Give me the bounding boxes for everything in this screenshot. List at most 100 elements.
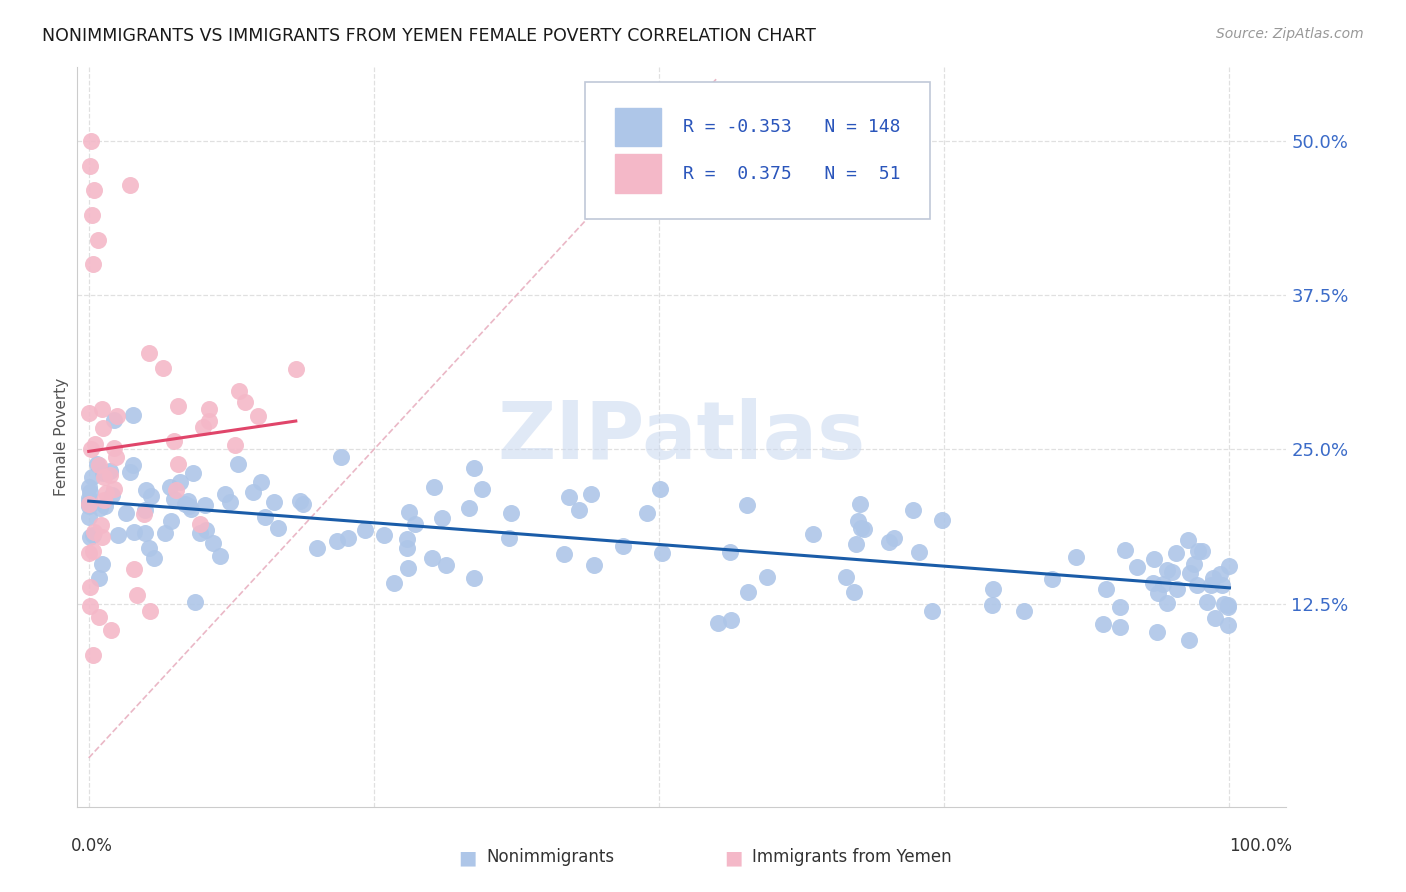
Point [980, 598, 1002, 612]
Point [77, 497, 100, 511]
Point [1204, 611, 1226, 625]
Point [77, 480, 100, 494]
Point [1142, 575, 1164, 590]
Point [1156, 564, 1178, 578]
Point [82, 208, 104, 222]
Point [1109, 600, 1132, 615]
Point [404, 517, 426, 532]
Point [263, 495, 285, 509]
Point [1095, 582, 1118, 597]
Point [1166, 582, 1188, 596]
Point [87, 233, 110, 247]
Point [266, 521, 288, 535]
Point [91, 421, 114, 435]
FancyBboxPatch shape [616, 108, 661, 146]
Point [80, 134, 103, 148]
Point [1218, 558, 1240, 573]
Point [648, 483, 671, 497]
Point [463, 571, 485, 585]
Point [83, 183, 105, 197]
Point [195, 523, 218, 537]
Point [80, 442, 103, 456]
Point [135, 483, 157, 497]
Point [1211, 578, 1233, 592]
Point [91, 466, 114, 480]
Point [396, 532, 419, 546]
Point [228, 384, 250, 399]
Point [305, 541, 328, 555]
Point [91, 557, 114, 571]
Point [853, 522, 876, 536]
Point [707, 616, 730, 631]
Point [86, 457, 108, 471]
Text: Immigrants from Yemen: Immigrants from Yemen [752, 848, 952, 866]
Point [1218, 599, 1240, 613]
Point [908, 545, 931, 559]
Point [94, 499, 117, 513]
Point [138, 541, 160, 555]
Point [125, 588, 148, 602]
Point [1143, 552, 1166, 566]
Point [1092, 616, 1115, 631]
Point [160, 515, 183, 529]
Point [103, 413, 125, 427]
Point [79, 484, 101, 499]
Point [100, 623, 122, 637]
Point [398, 504, 420, 518]
Point [89, 571, 111, 585]
Point [105, 409, 128, 424]
Point [105, 450, 128, 464]
Point [197, 414, 219, 428]
Point [77, 500, 100, 514]
Point [430, 511, 453, 525]
Point [77, 495, 100, 509]
Point [396, 560, 419, 574]
Point [284, 362, 307, 376]
Point [737, 499, 759, 513]
Point [1191, 544, 1213, 558]
Point [163, 434, 186, 448]
Point [737, 585, 759, 599]
Point [253, 509, 276, 524]
Point [558, 490, 581, 504]
Point [290, 494, 312, 508]
Point [122, 408, 145, 422]
Point [80, 470, 103, 484]
Point [219, 495, 242, 509]
Point [139, 604, 162, 618]
Point [89, 501, 111, 516]
Point [159, 480, 181, 494]
Point [1202, 571, 1225, 585]
Point [83, 524, 105, 539]
Point [651, 546, 673, 560]
Point [1209, 566, 1232, 581]
Point [167, 457, 190, 471]
Point [434, 558, 457, 573]
Point [143, 551, 166, 566]
Point [1146, 625, 1168, 640]
Point [1166, 546, 1188, 560]
Point [90, 518, 112, 533]
Point [83, 437, 105, 451]
Point [152, 361, 174, 376]
Point [1216, 617, 1239, 632]
Point [132, 507, 155, 521]
Point [463, 461, 485, 475]
Point [420, 551, 443, 566]
Point [471, 482, 494, 496]
Point [79, 599, 101, 613]
Point [242, 485, 264, 500]
Text: ZIPatlas: ZIPatlas [498, 398, 866, 476]
Point [1156, 596, 1178, 610]
Text: Nonimmigrants: Nonimmigrants [486, 848, 614, 866]
Point [849, 520, 872, 534]
Point [1064, 549, 1087, 564]
Text: Source: ZipAtlas.com: Source: ZipAtlas.com [1216, 27, 1364, 41]
Point [181, 466, 204, 480]
Point [153, 526, 176, 541]
Point [96, 486, 118, 500]
Text: R = -0.353   N = 148: R = -0.353 N = 148 [683, 118, 901, 136]
Point [921, 604, 943, 618]
Point [720, 613, 742, 627]
Point [122, 524, 145, 539]
